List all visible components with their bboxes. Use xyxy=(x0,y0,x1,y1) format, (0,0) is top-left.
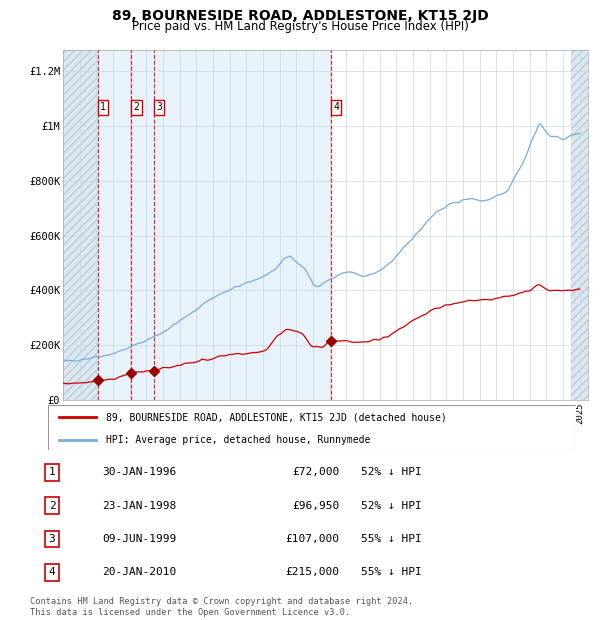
Text: 55% ↓ HPI: 55% ↓ HPI xyxy=(361,534,422,544)
Bar xyxy=(63,50,98,400)
Text: 20-JAN-2010: 20-JAN-2010 xyxy=(102,567,176,577)
Text: Contains HM Land Registry data © Crown copyright and database right 2024.
This d: Contains HM Land Registry data © Crown c… xyxy=(30,598,413,617)
Bar xyxy=(98,50,331,400)
Text: 89, BOURNESIDE ROAD, ADDLESTONE, KT15 2JD (detached house): 89, BOURNESIDE ROAD, ADDLESTONE, KT15 2J… xyxy=(106,412,447,422)
Text: 3: 3 xyxy=(49,534,55,544)
Text: 52% ↓ HPI: 52% ↓ HPI xyxy=(361,501,422,511)
Bar xyxy=(571,50,588,400)
Text: 09-JUN-1999: 09-JUN-1999 xyxy=(102,534,176,544)
Text: 3: 3 xyxy=(156,102,162,112)
Text: 30-JAN-1996: 30-JAN-1996 xyxy=(102,467,176,477)
Text: 2: 2 xyxy=(133,102,139,112)
FancyBboxPatch shape xyxy=(48,405,576,450)
Text: £107,000: £107,000 xyxy=(285,534,339,544)
Text: £215,000: £215,000 xyxy=(285,567,339,577)
Text: 52% ↓ HPI: 52% ↓ HPI xyxy=(361,467,422,477)
Text: 89, BOURNESIDE ROAD, ADDLESTONE, KT15 2JD: 89, BOURNESIDE ROAD, ADDLESTONE, KT15 2J… xyxy=(112,9,488,24)
Text: 23-JAN-1998: 23-JAN-1998 xyxy=(102,501,176,511)
Text: 4: 4 xyxy=(333,102,339,112)
Text: £96,950: £96,950 xyxy=(292,501,339,511)
Text: 1: 1 xyxy=(100,102,106,112)
Bar xyxy=(63,50,98,400)
Text: HPI: Average price, detached house, Runnymede: HPI: Average price, detached house, Runn… xyxy=(106,435,370,445)
Text: Price paid vs. HM Land Registry's House Price Index (HPI): Price paid vs. HM Land Registry's House … xyxy=(131,20,469,33)
Text: 1: 1 xyxy=(49,467,55,477)
Text: 4: 4 xyxy=(49,567,55,577)
Text: 2: 2 xyxy=(49,501,55,511)
Text: £72,000: £72,000 xyxy=(292,467,339,477)
Bar xyxy=(571,50,588,400)
Text: 55% ↓ HPI: 55% ↓ HPI xyxy=(361,567,422,577)
